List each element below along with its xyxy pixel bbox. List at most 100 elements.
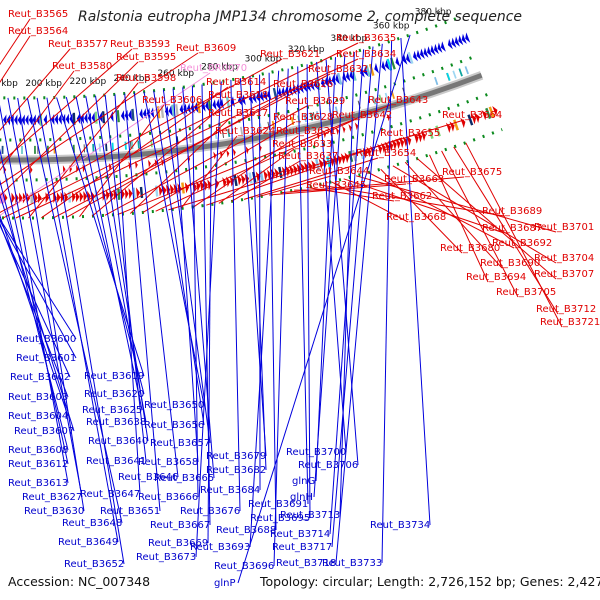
map-title: Ralstonia eutropha JMP134 chromosome 2, … (77, 9, 522, 25)
scale-label: 320 kbp (288, 45, 325, 55)
scale-label: 380 kbp (415, 7, 452, 17)
scale-tick (312, 112, 316, 121)
forward-gene-label: Reut_B3626 (273, 79, 333, 90)
reverse-gene-label: Reut_B3696 (214, 561, 274, 572)
forward-leader-line (41, 86, 229, 219)
reverse-gene-label: Reut_B3647 (80, 489, 140, 500)
forward-gene-label: Reut_B3564 (8, 26, 68, 37)
gene-arrow (54, 113, 59, 125)
feature-block (131, 108, 135, 121)
forward-gene-label: Reut_B3654 (356, 148, 416, 159)
reverse-leader-line (172, 88, 199, 463)
feature-block (365, 64, 371, 77)
scale-label: 220 kbp (70, 77, 107, 87)
reverse-gene-label: Reut_B3658 (138, 457, 198, 468)
reverse-leader-line (207, 83, 213, 544)
forward-gene-label: Reut_B3689 (482, 206, 542, 217)
forward-gene-label: Reut_B3598 (116, 73, 176, 84)
gene-arrow (76, 113, 81, 125)
reverse-gene-label: Reut_B3693 (190, 542, 250, 553)
gene-arrow (79, 191, 84, 203)
gene-arrow (30, 166, 33, 174)
gene-arrow (402, 54, 408, 65)
reverse-gene-label: Reut_B3608 (8, 445, 68, 456)
reverse-gene-label: Reut_B3673 (136, 552, 196, 563)
feature-block (326, 156, 331, 168)
reverse-gene-label: Reut_B3717 (272, 542, 332, 553)
gene-arrow (205, 100, 210, 112)
gene-arrow (310, 80, 315, 91)
forward-gene-label: Reut_B3645 (306, 180, 366, 191)
feature-block (227, 128, 231, 138)
reverse-gene-label: Reut_B3640 (88, 436, 148, 447)
gene-arrow (474, 112, 480, 123)
reverse-gene-label: Reut_B3648 (62, 518, 122, 529)
feature-block (488, 106, 495, 118)
reverse-leader-line (239, 78, 267, 457)
gene-arrow (391, 139, 397, 151)
forward-gene-label: Reut_B3701 (534, 222, 594, 233)
reverse-leader-line (26, 97, 123, 524)
reverse-leader-line (273, 68, 289, 567)
reverse-gene-label: Reut_B3651 (100, 506, 160, 517)
feature-block (369, 63, 375, 76)
feature-block (485, 107, 492, 119)
gene-arrow (83, 191, 88, 202)
gene-arrow (212, 99, 217, 111)
gene-labels: Reut_B3565 Reut_B3564 Reut_B3577 Reut_B3593… (8, 9, 600, 589)
forward-leader-line (91, 99, 231, 217)
forward-leader-line (129, 117, 231, 214)
reverse-leader-line (0, 104, 69, 484)
reverse-gene-label: Reut_B3666 (138, 492, 198, 503)
feature-block (240, 126, 244, 135)
gene-arrow (258, 144, 262, 152)
gene-arrow (395, 138, 401, 150)
rna-gene-label: Reut_BR0070 (180, 63, 247, 74)
reverse-leader-line (331, 46, 374, 548)
gene-arrow (461, 33, 467, 44)
reverse-gene-label: Reut_B3630 (24, 506, 84, 517)
gene-arrow (168, 105, 173, 117)
feature-block (207, 99, 212, 112)
gene-arrow (72, 191, 76, 203)
gene-arrow (322, 130, 327, 139)
feature-block (334, 106, 339, 115)
feature-block (359, 148, 365, 160)
accession-text: Accession: NC_007348 (8, 574, 151, 589)
forward-leader-line (66, 88, 296, 218)
gene-arrow (451, 37, 457, 48)
forward-gene-label: Reut_B3637 (278, 151, 338, 162)
feature-block (124, 141, 127, 150)
feature-block (171, 104, 176, 117)
gene-arrow (150, 107, 155, 119)
gene-arrow (342, 125, 346, 134)
forward-gene-label: Reut_B3635 (336, 33, 396, 44)
forward-gene-label: Reut_B3705 (496, 287, 556, 298)
feature-block (384, 92, 389, 101)
feature-block (303, 114, 307, 123)
gene-arrow (281, 166, 287, 178)
reverse-leader-line (17, 97, 85, 512)
gene-arrow (458, 35, 464, 46)
forward-gene-label: Reut_B3694 (466, 272, 526, 283)
feature-block (68, 191, 71, 203)
forward-gene-label: Reut_B3617 (208, 108, 268, 119)
gene-arrow (255, 171, 261, 183)
feature-block (407, 51, 414, 64)
reverse-leader-line (325, 59, 359, 466)
gene-arrow (274, 168, 279, 179)
reverse-gene-label: Reut_B3669 (148, 538, 208, 549)
forward-leader-line (380, 168, 463, 254)
reverse-gene-label: Reut_B3619 (84, 371, 144, 382)
reverse-leader-line (237, 34, 411, 584)
reverse-leader-line (36, 97, 119, 543)
gene-arrow (374, 62, 379, 74)
gene-arrow (75, 191, 80, 203)
gene-arrow (65, 113, 70, 125)
forward-gene-label: Reut_B3664 (442, 110, 502, 121)
gene-arrow (420, 48, 425, 59)
forward-gene-label: Reut_B3609 (176, 43, 236, 54)
forward-gene-label: Reut_B3624 (215, 126, 275, 137)
gene-arrow (413, 50, 418, 62)
gene-arrow (430, 45, 436, 56)
